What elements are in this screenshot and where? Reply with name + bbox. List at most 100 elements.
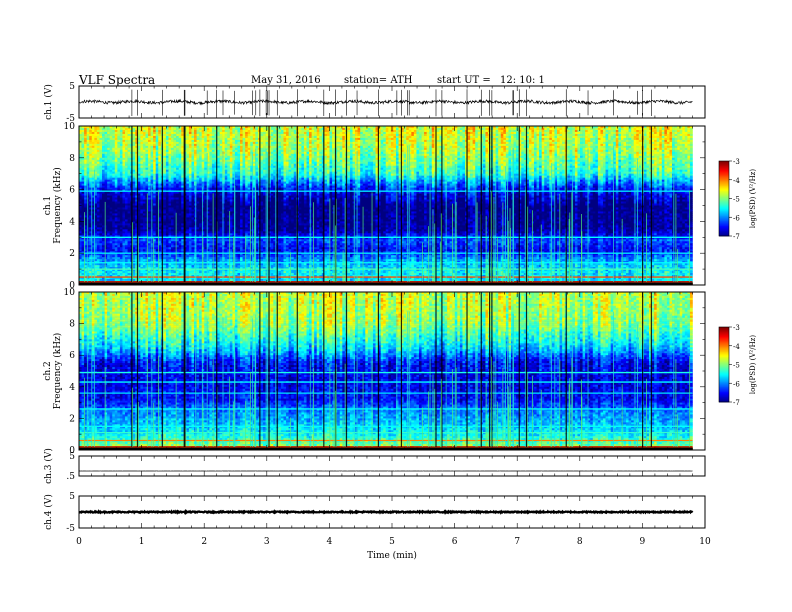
spectrogram-cell — [667, 144, 670, 146]
spectrogram-cell — [427, 144, 430, 146]
spectrogram-cell — [278, 164, 281, 166]
spectrogram-cell — [457, 148, 460, 150]
spectrogram-cell — [148, 146, 151, 148]
spectrogram-cell — [598, 138, 601, 140]
spectrogram-cell — [250, 138, 253, 140]
spectrogram-cell — [204, 144, 207, 146]
spectrogram-cell — [84, 144, 87, 146]
spectrogram-cell — [266, 138, 269, 140]
spectrogram-cell — [644, 132, 647, 134]
spectrogram-cell — [506, 144, 509, 146]
spectrogram-cell — [682, 148, 685, 150]
spectrogram-cell — [122, 148, 125, 150]
spectrogram-cell — [337, 146, 340, 148]
spectrogram-cell — [580, 132, 583, 134]
spectrogram-cell — [237, 130, 240, 132]
spectrogram-cell — [475, 128, 478, 130]
spectrogram-cell — [151, 152, 154, 154]
spectrogram-cell — [603, 138, 606, 140]
spectrogram-cell — [508, 134, 511, 136]
spectrogram-cell — [577, 148, 580, 150]
spectrogram-cell — [690, 146, 693, 148]
spectrogram-cell — [125, 164, 128, 166]
spectrogram-cell — [427, 138, 430, 140]
spectrogram-cell — [414, 154, 417, 156]
spectrogram-cell — [611, 152, 614, 154]
spectrogram-cell — [245, 146, 248, 148]
spectrogram-cell — [286, 128, 289, 130]
spectrogram-cell — [99, 130, 102, 132]
spectrogram-cell — [271, 138, 274, 140]
spectrogram-cell — [493, 148, 496, 150]
spectrogram-cell — [286, 152, 289, 154]
spectrogram-cell — [370, 132, 373, 134]
spectrogram-cell — [414, 150, 417, 152]
spectrogram-cell — [197, 128, 200, 130]
spectrogram-cell — [657, 128, 660, 130]
spectrogram-cell — [289, 130, 292, 132]
spectrogram-cell — [511, 130, 514, 132]
spectrogram-cell — [411, 144, 414, 146]
spectrogram-cell — [332, 128, 335, 130]
spectrogram-cell — [179, 136, 182, 138]
spectrogram-cell — [636, 148, 639, 150]
spectrogram-cell — [99, 154, 102, 156]
spectrogram-cell — [626, 150, 629, 152]
spectrogram-cell — [562, 128, 565, 130]
spectrogram-cell — [115, 134, 118, 136]
spectrogram-cell — [475, 132, 478, 134]
spectrogram-cell — [503, 142, 506, 144]
spectrogram-cell — [616, 164, 619, 166]
spectrogram-cell — [120, 140, 123, 142]
spectrogram-cell — [283, 150, 286, 152]
spectrogram-cell — [373, 132, 376, 134]
spectrogram-cell — [478, 162, 481, 164]
spectrogram-cell — [143, 136, 146, 138]
spectrogram-cell — [373, 148, 376, 150]
spectrogram-cell — [212, 130, 215, 132]
spectrogram-cell — [485, 130, 488, 132]
spectrogram-cell — [240, 144, 243, 146]
spectrogram-cell — [248, 160, 251, 162]
spectrogram-cell — [478, 146, 481, 148]
spectrogram-cell — [358, 148, 361, 150]
spectrogram-cell — [657, 160, 660, 162]
spectrogram-cell — [478, 156, 481, 158]
spectrogram-cell — [468, 136, 471, 138]
spectrogram-cell — [652, 154, 655, 156]
spectrogram-cell — [99, 156, 102, 158]
spectrogram-cell — [583, 134, 586, 136]
spectrogram-cell — [572, 132, 575, 134]
spectrogram-cell — [498, 152, 501, 154]
spectrogram-cell — [496, 134, 499, 136]
spectrogram-cell — [409, 132, 412, 134]
spectrogram-cell — [460, 134, 463, 136]
spectrogram-cell — [222, 154, 225, 156]
spectrogram-cell — [388, 150, 391, 152]
spectrogram-cell — [145, 136, 148, 138]
spectrogram-cell — [225, 136, 228, 138]
spectrogram-cell — [529, 164, 532, 166]
spectrogram-cell — [260, 128, 263, 130]
spectrogram-cell — [245, 140, 248, 142]
spectrogram-cell — [87, 162, 90, 164]
spectrogram-cell — [483, 158, 486, 160]
spectrogram-cell — [557, 158, 560, 160]
spectrogram-cell — [232, 138, 235, 140]
spectrogram-cell — [634, 154, 637, 156]
spectrogram-cell — [368, 162, 371, 164]
spectrogram-cell — [373, 140, 376, 142]
spectrogram-cell — [618, 152, 621, 154]
y-axis-label: ch.1 (V) — [43, 84, 54, 120]
spectrogram-cell — [639, 154, 642, 156]
spectrogram-cell — [493, 134, 496, 136]
spectrogram-cell — [253, 136, 256, 138]
spectrogram-cell — [675, 150, 678, 152]
spectrogram-cell — [654, 160, 657, 162]
spectrogram-cell — [260, 154, 263, 156]
spectrogram-cell — [122, 140, 125, 142]
spectrogram-cell — [682, 150, 685, 152]
spectrogram-cell — [478, 152, 481, 154]
spectrogram-cell — [680, 158, 683, 160]
spectrogram-cell — [583, 162, 586, 164]
